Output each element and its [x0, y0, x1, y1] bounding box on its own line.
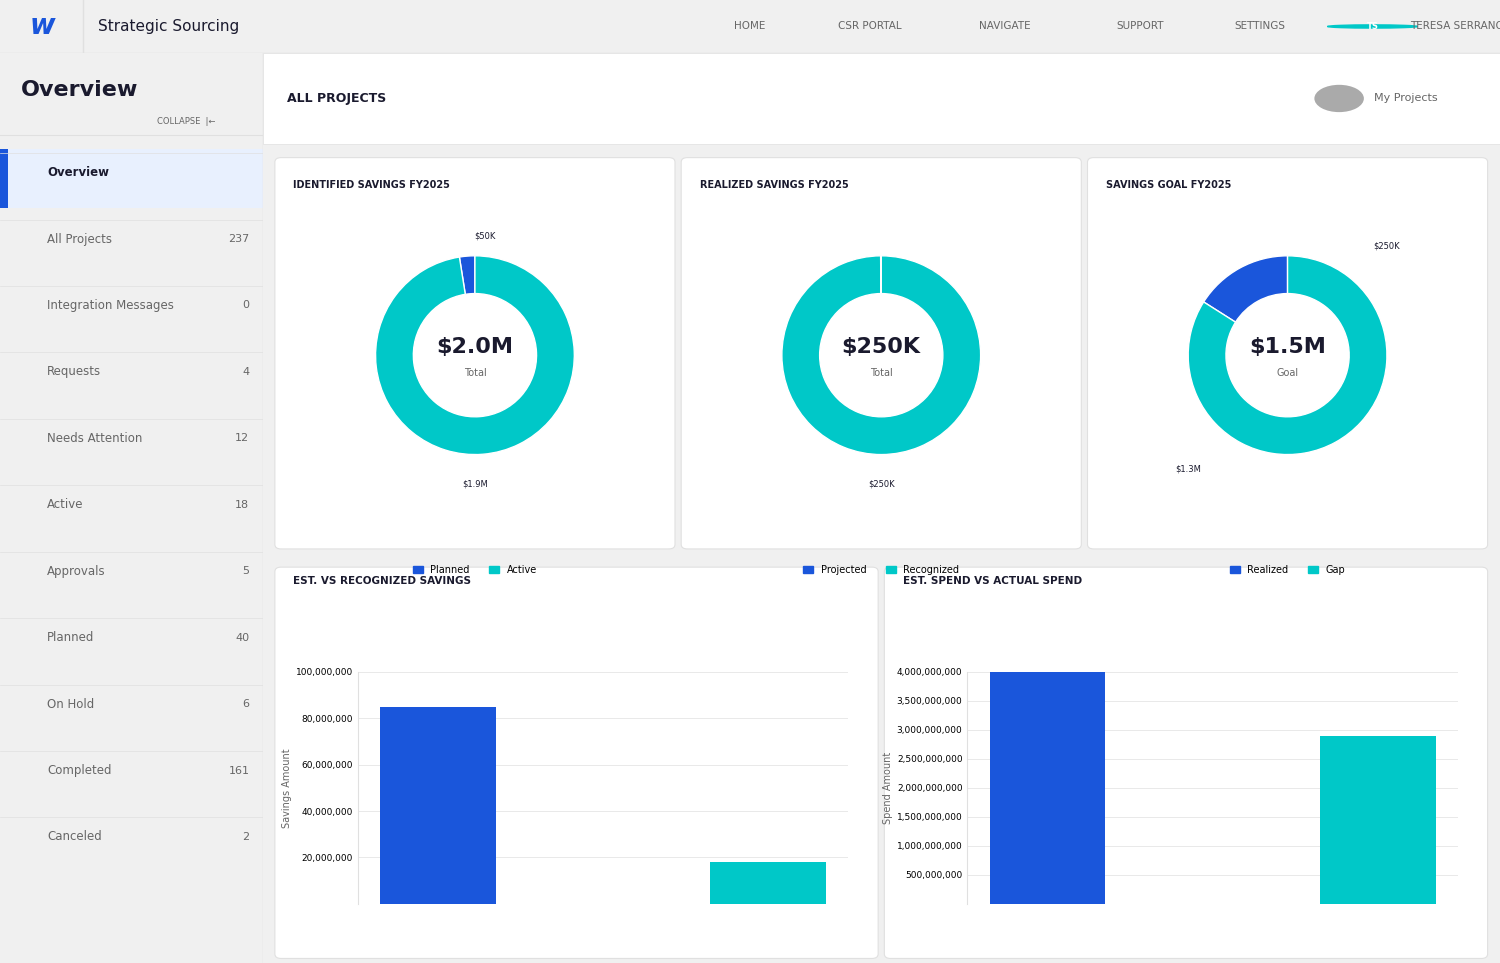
Legend: Projected, Recognized: Projected, Recognized	[800, 561, 963, 579]
Text: $1.5M: $1.5M	[1250, 337, 1326, 357]
Text: ALL PROJECTS: ALL PROJECTS	[288, 92, 387, 105]
Y-axis label: Savings Amount: Savings Amount	[282, 748, 291, 827]
Text: IDENTIFIED SAVINGS FY2025: IDENTIFIED SAVINGS FY2025	[294, 180, 450, 191]
Legend: Realized, Gap: Realized, Gap	[1226, 561, 1348, 579]
Text: Integration Messages: Integration Messages	[48, 299, 174, 312]
Text: 5: 5	[243, 566, 249, 576]
Text: SUPPORT: SUPPORT	[1116, 21, 1164, 32]
Text: 6: 6	[243, 699, 249, 709]
FancyBboxPatch shape	[0, 148, 8, 208]
Text: Planned: Planned	[48, 631, 94, 644]
FancyBboxPatch shape	[0, 148, 262, 208]
Text: REALIZED SAVINGS FY2025: REALIZED SAVINGS FY2025	[699, 180, 849, 191]
Text: 4: 4	[243, 367, 249, 377]
Text: All Projects: All Projects	[48, 233, 112, 246]
Text: COLLAPSE  |←: COLLAPSE |←	[156, 117, 216, 126]
Wedge shape	[1203, 256, 1287, 323]
Text: $250K: $250K	[868, 480, 894, 488]
Text: NAVIGATE: NAVIGATE	[980, 21, 1030, 32]
FancyBboxPatch shape	[274, 567, 878, 958]
Text: Requests: Requests	[48, 365, 102, 378]
Text: 12: 12	[236, 433, 249, 443]
Text: Overview: Overview	[48, 167, 110, 179]
Wedge shape	[1188, 256, 1388, 455]
Text: EST. VS RECOGNIZED SAVINGS: EST. VS RECOGNIZED SAVINGS	[294, 576, 471, 586]
Legend: Planned, Active: Planned, Active	[410, 561, 542, 579]
FancyBboxPatch shape	[1088, 158, 1488, 549]
Text: $50K: $50K	[474, 232, 495, 241]
Text: On Hold: On Hold	[48, 697, 94, 711]
Text: 40: 40	[236, 633, 249, 642]
Text: SAVINGS GOAL FY2025: SAVINGS GOAL FY2025	[1106, 180, 1232, 191]
Ellipse shape	[1314, 85, 1364, 112]
Bar	[711, 862, 827, 904]
Text: Strategic Sourcing: Strategic Sourcing	[98, 19, 238, 34]
Text: $1.9M: $1.9M	[462, 480, 488, 488]
FancyBboxPatch shape	[262, 53, 1500, 143]
Wedge shape	[459, 256, 476, 295]
FancyBboxPatch shape	[681, 158, 1082, 549]
FancyBboxPatch shape	[274, 158, 675, 549]
Text: $250K: $250K	[1374, 242, 1401, 250]
Text: Overview: Overview	[21, 80, 138, 100]
Bar	[990, 672, 1106, 904]
Text: My Projects: My Projects	[1374, 93, 1438, 103]
Text: $2.0M: $2.0M	[436, 337, 513, 357]
Text: 237: 237	[228, 234, 249, 244]
Text: EST. SPEND VS ACTUAL SPEND: EST. SPEND VS ACTUAL SPEND	[903, 576, 1082, 586]
Wedge shape	[375, 256, 574, 455]
Text: Canceled: Canceled	[48, 830, 102, 844]
Text: $250K: $250K	[842, 337, 921, 357]
Text: w: w	[30, 13, 56, 40]
Text: TS: TS	[1366, 22, 1378, 31]
Y-axis label: Spend Amount: Spend Amount	[882, 752, 892, 824]
Text: 161: 161	[228, 766, 249, 775]
Text: $1.3M: $1.3M	[1174, 464, 1202, 474]
Text: 2: 2	[243, 832, 249, 842]
Text: Approvals: Approvals	[48, 564, 106, 578]
Text: TERESA SERRANO: TERESA SERRANO	[1410, 21, 1500, 32]
Text: Needs Attention: Needs Attention	[48, 431, 142, 445]
Text: Total: Total	[464, 368, 486, 378]
Bar	[380, 707, 496, 904]
Text: CSR PORTAL: CSR PORTAL	[839, 21, 902, 32]
Text: 0: 0	[243, 300, 249, 310]
Circle shape	[1328, 25, 1418, 28]
Text: 18: 18	[236, 500, 249, 509]
Wedge shape	[782, 256, 981, 455]
Text: Active: Active	[48, 498, 84, 511]
Text: SETTINGS: SETTINGS	[1234, 21, 1286, 32]
Text: Goal: Goal	[1276, 368, 1299, 378]
Text: Completed: Completed	[48, 764, 111, 777]
Text: Total: Total	[870, 368, 892, 378]
Bar	[1320, 736, 1436, 904]
Text: HOME: HOME	[735, 21, 765, 32]
FancyBboxPatch shape	[885, 567, 1488, 958]
